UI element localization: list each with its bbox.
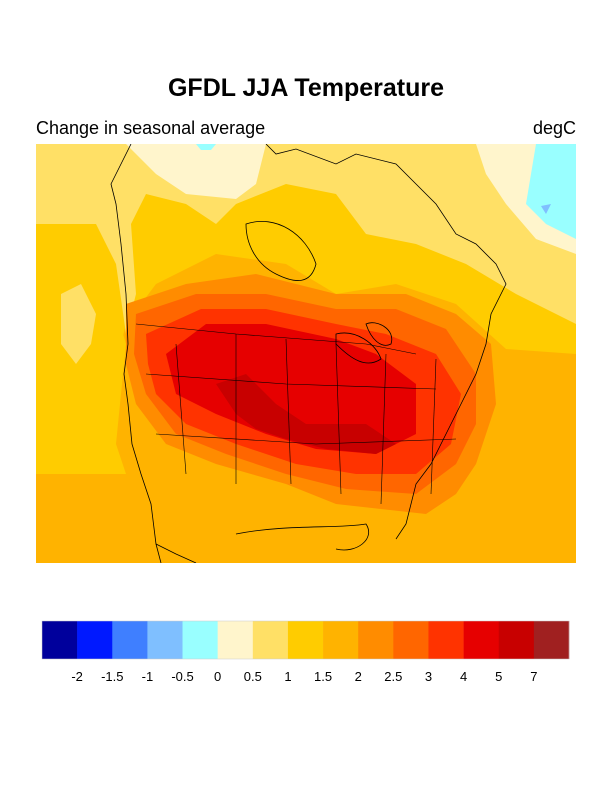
region-labrador-cyan <box>526 144 576 239</box>
colorbar-tick-label: -0.5 <box>171 669 193 684</box>
colorbar-tick-label: 7 <box>530 669 537 684</box>
colorbar-tick-label: 3 <box>425 669 432 684</box>
colorbar-box <box>393 621 429 659</box>
colorbar-box <box>463 621 500 659</box>
left-string: Change in seasonal average <box>36 118 266 138</box>
region-5-7 <box>166 324 416 454</box>
colorbar-tick-label: 2 <box>355 669 362 684</box>
colorbar-tick-label: -1 <box>142 669 154 684</box>
colorbar-tick-label: 5 <box>495 669 502 684</box>
colorbar-box <box>323 621 359 659</box>
colorbar-box <box>182 621 218 659</box>
state-borders <box>135 323 457 505</box>
colorbar-box <box>147 621 183 659</box>
region-labrador-blue <box>541 204 551 214</box>
colorbar-box <box>252 621 289 659</box>
colorbar-box <box>112 621 148 659</box>
chart-title: GFDL JJA Temperature <box>167 74 444 102</box>
colorbar-box <box>533 621 570 659</box>
colorbar-box <box>42 621 78 659</box>
region-1-1_5 <box>36 144 576 334</box>
coastlines <box>110 144 507 563</box>
colorbar: -2 -1.5 -1 -0.5 0 0.5 1 1.5 2 2.5 3 4 5 7 <box>41 620 570 684</box>
colorbar-tick-label: 0 <box>214 669 221 684</box>
colorbar-box <box>77 621 113 659</box>
colorbar-tick-label: 2.5 <box>384 669 402 684</box>
colorbar-box <box>287 621 324 659</box>
colorbar-box <box>358 621 394 659</box>
colorbar-tick-label: -1.5 <box>101 669 123 684</box>
colorbar-tick-label: 0.5 <box>244 669 262 684</box>
units-label: degC <box>532 118 576 138</box>
region-arctic-cyan <box>196 144 216 150</box>
colorbar-box <box>428 621 464 659</box>
colorbar-box <box>498 621 535 659</box>
colorbar-tick-label: 1 <box>284 669 291 684</box>
colorbar-tick-label: 1.5 <box>314 669 332 684</box>
region-7-plus <box>216 374 396 454</box>
temperature-map <box>36 144 576 563</box>
colorbar-tick-label: 4 <box>460 669 467 684</box>
region-0_5-1-west <box>126 144 266 199</box>
region-pacific-coast-band <box>61 284 96 364</box>
colorbar-outline <box>41 620 570 660</box>
colorbar-tick-label: -2 <box>71 669 83 684</box>
colorbar-box <box>217 621 254 659</box>
